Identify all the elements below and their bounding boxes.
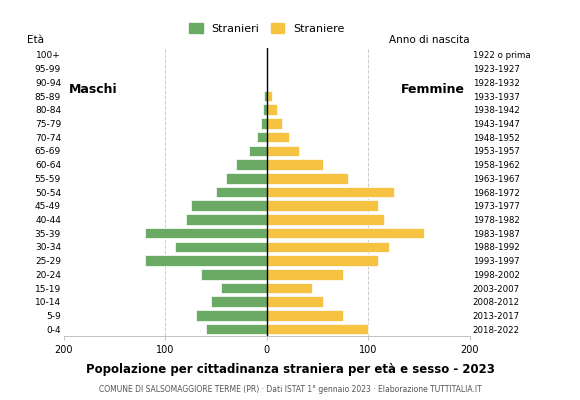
Bar — [267, 214, 383, 225]
Bar — [191, 200, 267, 211]
Bar — [145, 228, 267, 238]
Bar — [267, 132, 289, 142]
Bar — [267, 104, 277, 115]
Bar — [267, 242, 389, 252]
Bar — [206, 324, 267, 334]
Bar — [267, 187, 394, 197]
Bar — [261, 118, 267, 129]
Bar — [257, 132, 267, 142]
Bar — [267, 200, 379, 211]
Bar — [267, 91, 272, 101]
Bar — [267, 296, 322, 307]
Text: Maschi: Maschi — [69, 83, 118, 96]
Bar — [267, 269, 343, 280]
Bar — [216, 187, 267, 197]
Bar — [196, 310, 267, 321]
Bar — [211, 296, 267, 307]
Bar — [267, 310, 343, 321]
Bar — [201, 269, 267, 280]
Bar — [263, 104, 267, 115]
Text: Età: Età — [27, 35, 44, 45]
Bar — [267, 228, 424, 238]
Bar — [226, 173, 267, 184]
Legend: Stranieri, Straniere: Stranieri, Straniere — [185, 19, 349, 38]
Bar — [267, 118, 282, 129]
Bar — [267, 159, 322, 170]
Bar — [237, 159, 267, 170]
Bar — [145, 255, 267, 266]
Bar — [267, 324, 368, 334]
Bar — [267, 255, 379, 266]
Text: Anno di nascita: Anno di nascita — [389, 35, 470, 45]
Text: COMUNE DI SALSOMAGGIORE TERME (PR) · Dati ISTAT 1° gennaio 2023 · Elaborazione T: COMUNE DI SALSOMAGGIORE TERME (PR) · Dat… — [99, 386, 481, 394]
Bar — [264, 91, 267, 101]
Bar — [267, 146, 299, 156]
Bar — [248, 146, 267, 156]
Text: Popolazione per cittadinanza straniera per età e sesso - 2023: Popolazione per cittadinanza straniera p… — [86, 364, 494, 376]
Bar — [186, 214, 267, 225]
Bar — [267, 173, 348, 184]
Bar — [221, 283, 267, 293]
Bar — [267, 283, 313, 293]
Text: Femmine: Femmine — [401, 83, 465, 96]
Bar — [175, 242, 267, 252]
